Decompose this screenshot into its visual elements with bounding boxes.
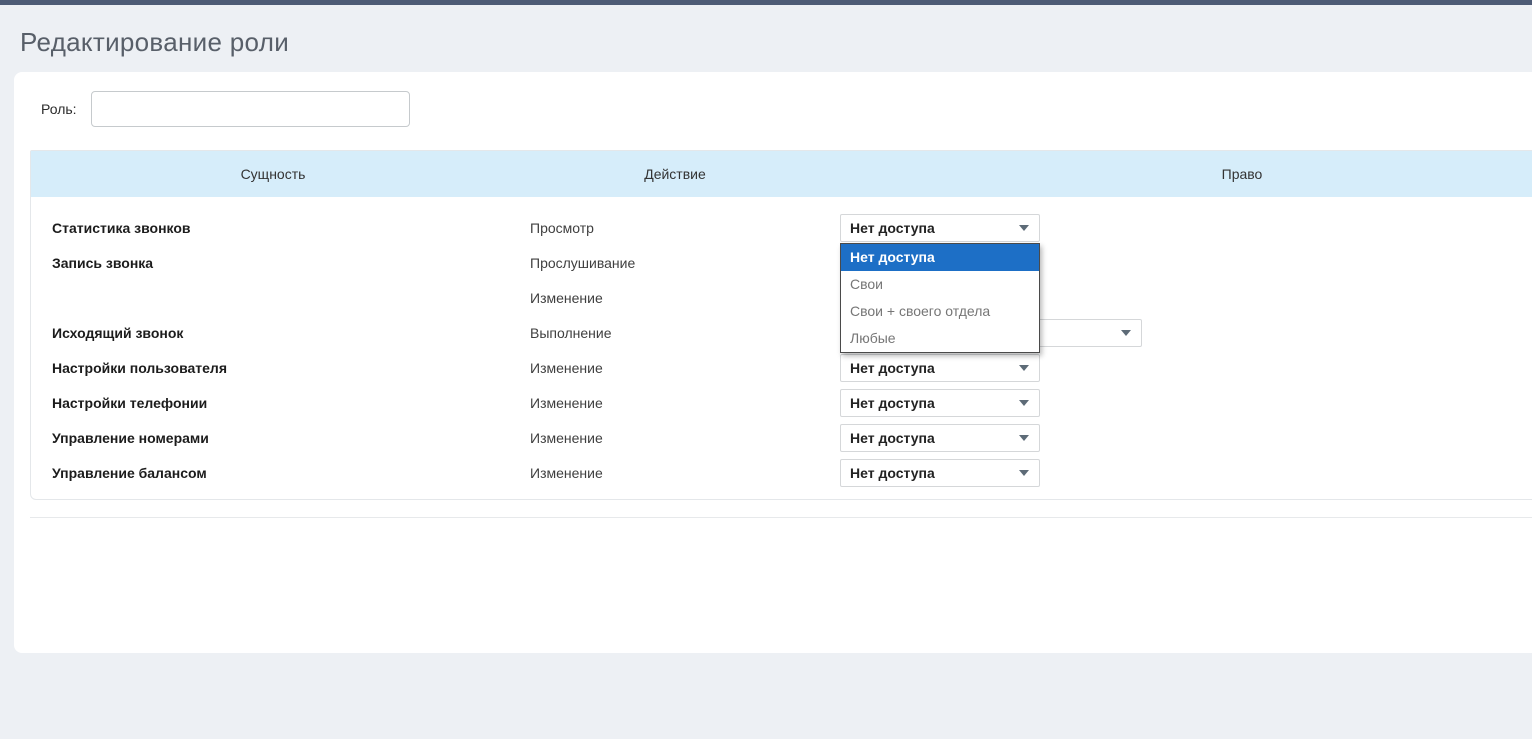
dropdown-option[interactable]: Любые	[850, 330, 896, 346]
table-row: Исходящий звонок Выполнение	[31, 315, 1532, 350]
dropdown-option-selected[interactable]: Нет доступа	[841, 244, 1039, 271]
right-cell: Нет доступа	[835, 388, 1532, 417]
action-cell: Изменение	[530, 464, 603, 481]
page-title: Редактирование роли	[20, 27, 290, 57]
right-cell: Нет доступа	[835, 458, 1532, 487]
table-row: Управление балансом Изменение Нет доступ…	[31, 455, 1532, 490]
table-row: Управление номерами Изменение Нет доступ…	[31, 420, 1532, 455]
permission-select-value: Нет доступа	[850, 429, 935, 446]
permission-select-value: Нет доступа	[850, 394, 935, 411]
entity-cell: Исходящий звонок	[52, 324, 184, 341]
action-cell: Выполнение	[530, 324, 612, 341]
permission-select[interactable]: Нет доступа	[840, 388, 1040, 417]
table-row: Настройки телефонии Изменение Нет доступ…	[31, 385, 1532, 420]
table-body: Статистика звонков Просмотр Нет доступа …	[31, 197, 1532, 499]
action-cell: Просмотр	[530, 219, 594, 236]
entity-cell: Управление номерами	[52, 429, 209, 446]
right-cell: Нет доступа	[835, 353, 1532, 382]
action-cell: Изменение	[530, 359, 603, 376]
table-row: Настройки пользователя Изменение Нет дос…	[31, 350, 1532, 385]
entity-cell: Управление балансом	[52, 464, 207, 481]
chevron-down-icon	[1019, 224, 1029, 231]
entity-cell: Запись звонка	[52, 254, 154, 271]
permission-select-value: Нет доступа	[850, 359, 935, 376]
table-header: Сущность Действие Право	[31, 151, 1532, 197]
permission-select[interactable]: Нет доступа	[840, 458, 1040, 487]
table-row: Статистика звонков Просмотр Нет доступа	[31, 210, 1532, 245]
permission-select[interactable]: Нет доступа	[840, 213, 1040, 242]
action-cell: Изменение	[530, 289, 603, 306]
entity-cell: Статистика звонков	[52, 219, 191, 236]
right-cell: Нет доступа	[835, 213, 1532, 242]
dropdown-option[interactable]: Свои	[850, 276, 883, 292]
permission-select-value: Нет доступа	[850, 464, 935, 481]
column-header-right: Право	[1221, 166, 1263, 182]
right-cell: Нет доступа	[835, 423, 1532, 452]
role-label: Роль:	[41, 101, 77, 117]
permission-select[interactable]: Нет доступа	[840, 423, 1040, 452]
chevron-down-icon	[1019, 399, 1029, 406]
chevron-down-icon	[1019, 434, 1029, 441]
entity-cell: Настройки пользователя	[52, 359, 227, 376]
entity-cell: Настройки телефонии	[52, 394, 208, 411]
chevron-down-icon	[1019, 364, 1029, 371]
permission-dropdown-list: Нет доступа Свои Свои + своего отдела Лю…	[840, 243, 1040, 353]
content-card: Роль: Сущность Действие Право Статистика…	[14, 72, 1532, 653]
top-accent-bar	[0, 0, 1532, 5]
chevron-down-icon	[1019, 469, 1029, 476]
separator-line	[30, 517, 1532, 518]
chevron-down-icon	[1121, 329, 1131, 336]
dropdown-option[interactable]: Свои + своего отдела	[850, 303, 991, 319]
table-row: Запись звонка Прослушивание	[31, 245, 1532, 280]
permission-select[interactable]: Нет доступа	[840, 353, 1040, 382]
table-row: Изменение	[31, 280, 1532, 315]
permissions-table: Сущность Действие Право Статистика звонк…	[30, 150, 1532, 500]
permission-select-value: Нет доступа	[850, 219, 935, 236]
role-input[interactable]	[91, 91, 410, 127]
action-cell: Прослушивание	[530, 254, 636, 271]
action-cell: Изменение	[530, 429, 603, 446]
column-header-action: Действие	[644, 166, 706, 182]
action-cell: Изменение	[530, 394, 603, 411]
column-header-entity: Сущность	[240, 166, 306, 182]
